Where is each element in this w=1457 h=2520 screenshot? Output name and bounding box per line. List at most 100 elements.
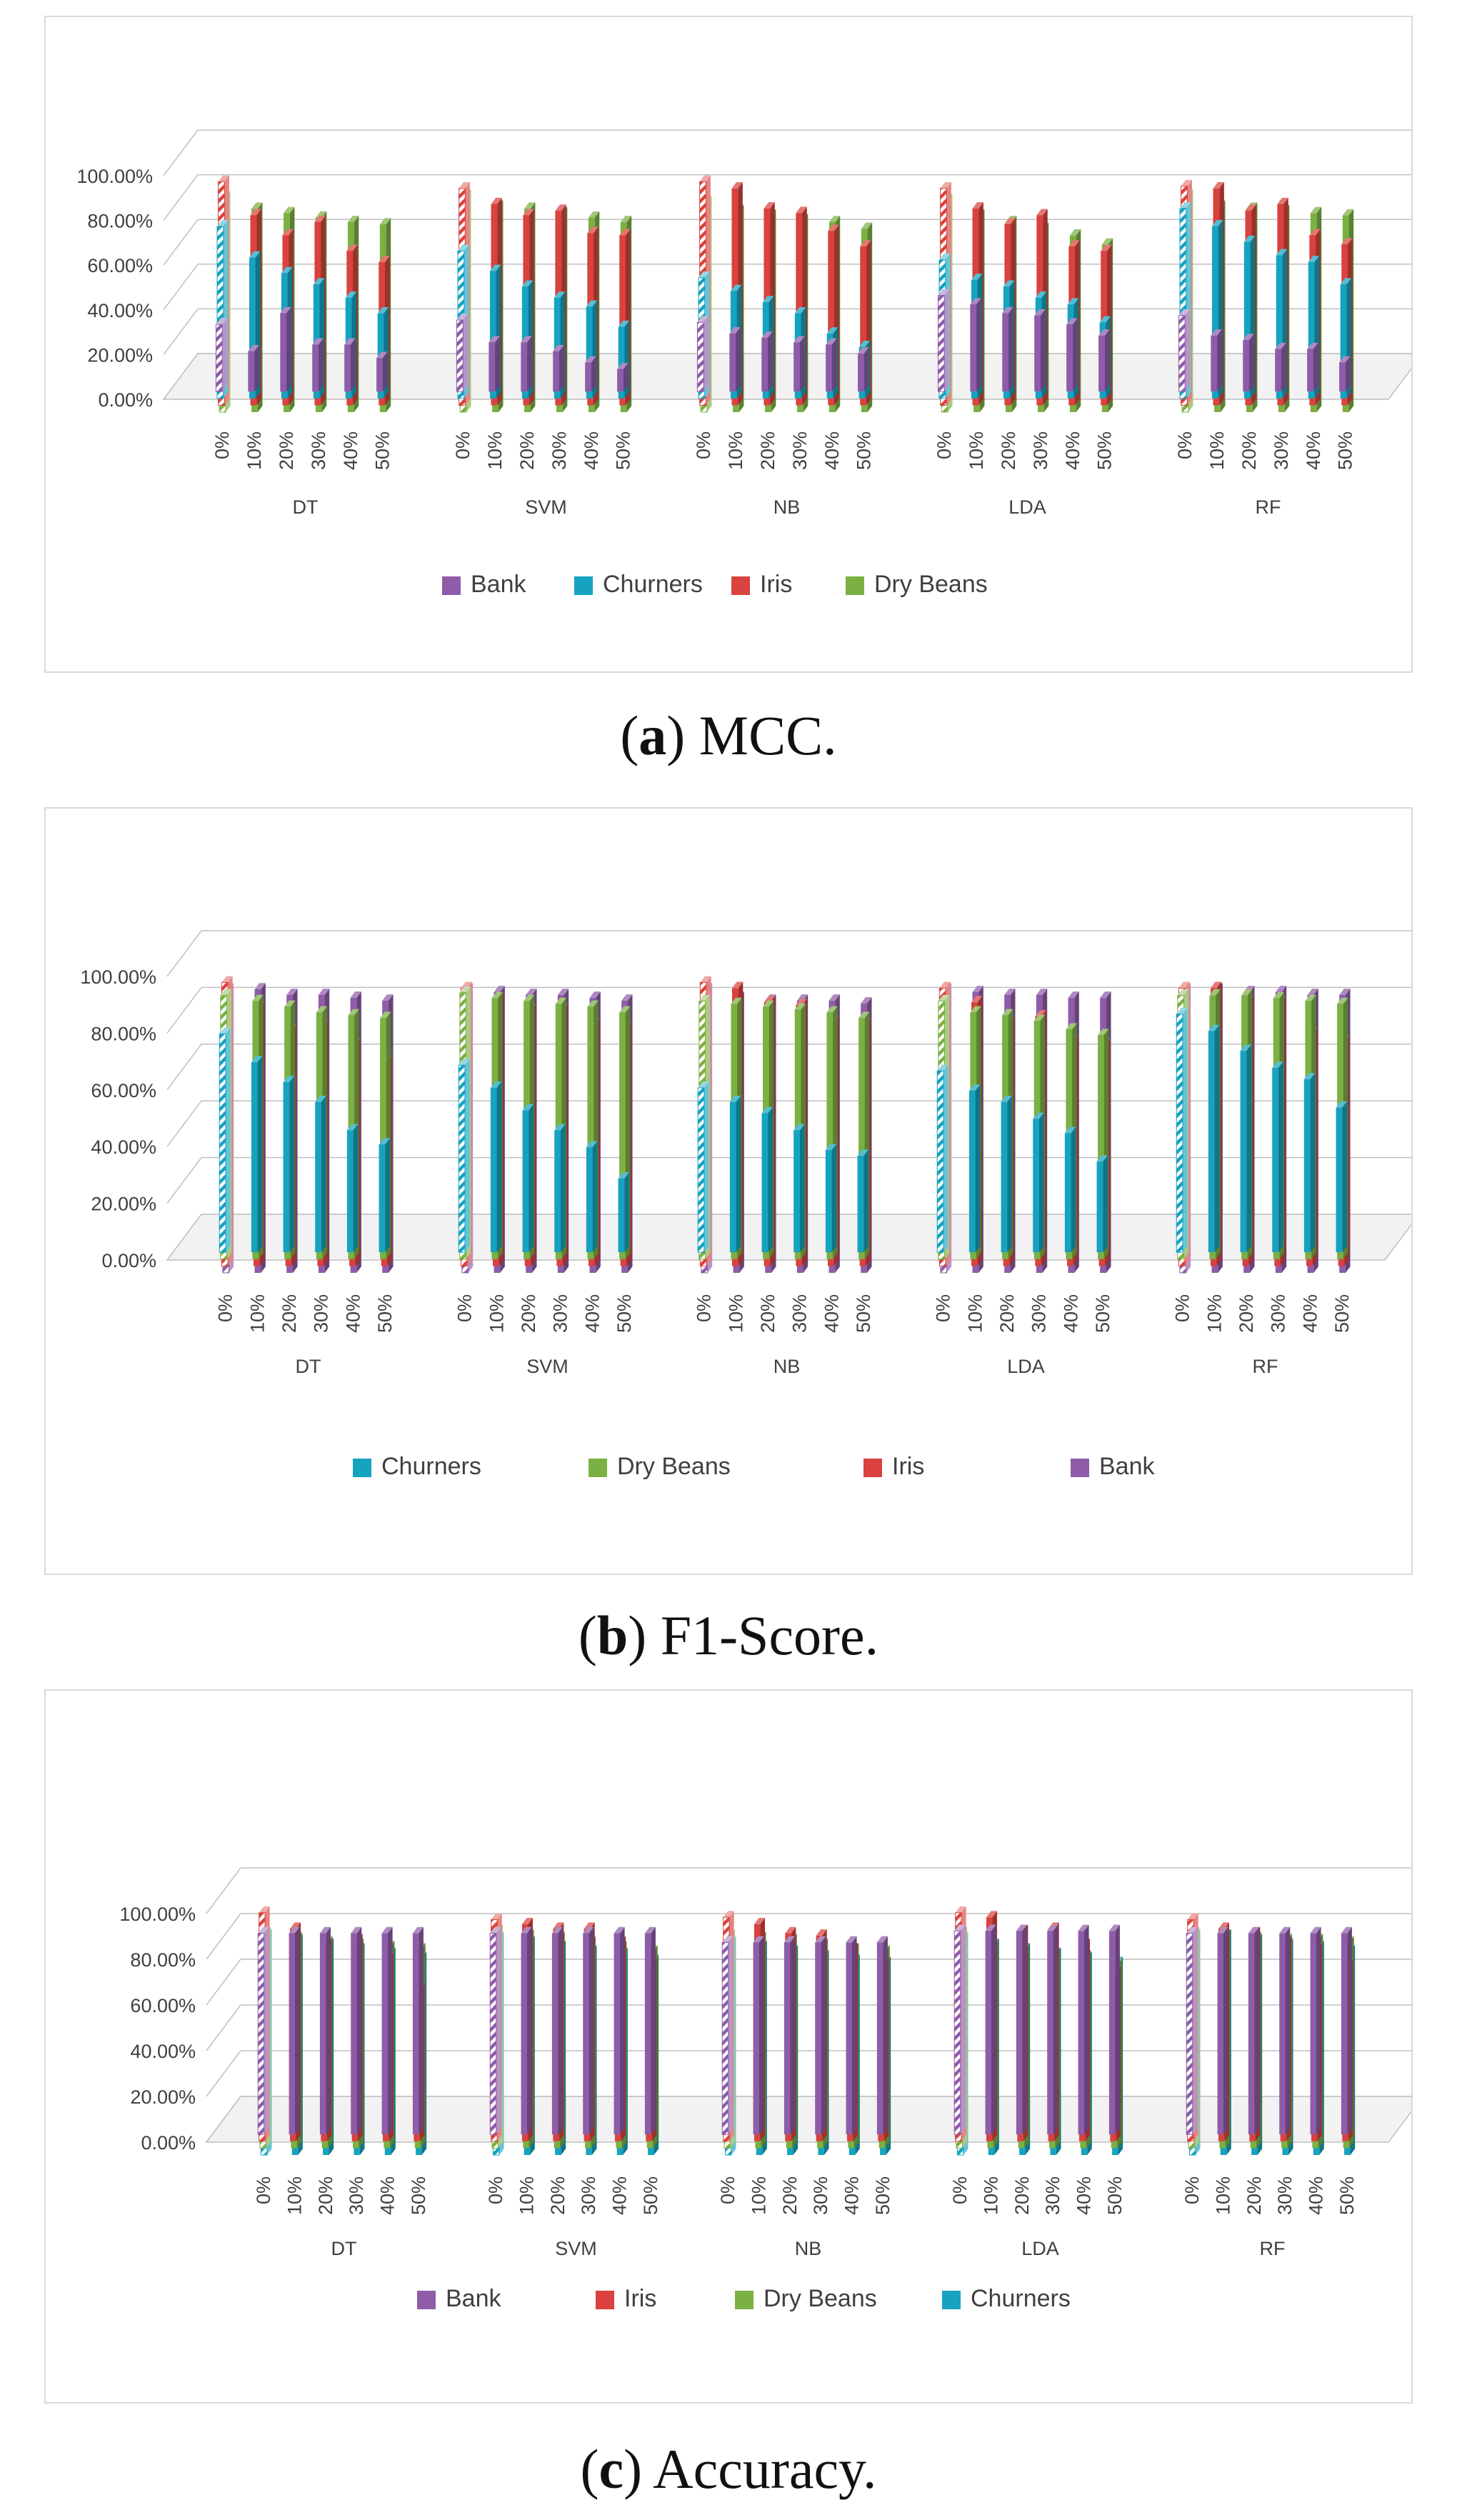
bar-bank-svm-50 (644, 1926, 656, 2135)
bar-bank-dt-30 (312, 338, 324, 392)
y-tick-label: 0.00% (101, 1250, 156, 1271)
legend-label-dry-beans: Dry Beans (763, 2285, 877, 2312)
bar-churners-svm-20 (522, 1104, 534, 1253)
bar-bank-nb-30 (815, 1936, 826, 2135)
bar-churners-nb-50 (857, 1149, 868, 1253)
x-tick-label: 40% (841, 2176, 862, 2215)
legend-label-iris: Iris (760, 571, 792, 598)
y-tick-label: 100.00% (80, 966, 156, 988)
bar-bank-svm-40 (614, 1926, 625, 2135)
accuracy-bars (257, 1906, 1356, 2156)
bar-bank-nb-20 (783, 1936, 795, 2135)
group-label-nb: NB (773, 1356, 801, 1377)
y-tick-label: 80.00% (130, 1949, 196, 1971)
bar-bank-lda-30 (1034, 309, 1046, 392)
x-tick-label: 40% (821, 431, 843, 470)
x-tick-label: 30% (789, 1294, 811, 1333)
x-tick-label: 30% (1274, 2176, 1296, 2215)
x-tick-label: 30% (810, 2176, 831, 2215)
x-tick-label: 0% (1174, 431, 1196, 459)
x-tick-label: 20% (547, 2176, 569, 2215)
x-tick-label: 10% (966, 431, 987, 470)
gridline-diag (166, 1044, 202, 1091)
bar-bank-rf-0 (1186, 1926, 1198, 2135)
bar-bank-rf-40 (1310, 1926, 1321, 2135)
accuracy-chart-panel: 0.00% 20.00% 40.00% 60.00% 80.00% 100.00% 0% 10… (44, 1689, 1413, 2404)
group-label-svm: SVM (555, 2238, 597, 2259)
x-tick-label: 20% (1236, 1294, 1257, 1333)
bar-churners-nb-10 (729, 1095, 741, 1253)
x-tick-label: 0% (693, 431, 714, 459)
bar-bank-nb-20 (761, 331, 773, 392)
accuracy-chart: 0.00% 20.00% 40.00% 60.00% 80.00% 100.00% 0% 10… (119, 1867, 1411, 2312)
bar-bank-dt-30 (351, 1926, 362, 2135)
x-tick-label: 30% (578, 2176, 599, 2215)
x-tick-label: 50% (408, 2176, 429, 2215)
bar-churners-rf-50 (1336, 1101, 1347, 1253)
y-tick-label: 60.00% (87, 255, 153, 276)
x-tick-label: 0% (949, 2176, 971, 2204)
bar-bank-lda-10 (985, 1924, 996, 2135)
x-tick-label: 20% (1243, 2176, 1265, 2215)
legend-swatch-churners (353, 1459, 371, 1477)
x-tick-label: 10% (725, 1294, 746, 1333)
bar-churners-lda-20 (1001, 1095, 1012, 1253)
bar-churners-rf-10 (1208, 1024, 1220, 1253)
f1-score-caption: (b) F1-Score. (578, 1604, 879, 1666)
x-tick-label: 30% (1030, 431, 1051, 470)
bar-churners-rf-20 (1240, 1044, 1251, 1253)
x-tick-label: 0% (1181, 2176, 1203, 2204)
x-tick-label: 40% (1060, 1294, 1081, 1333)
bar-bank-dt-50 (412, 1926, 424, 2135)
bar-churners-dt-0 (219, 1027, 231, 1253)
group-label-rf: RF (1260, 2238, 1286, 2259)
y-tick-label: 20.00% (87, 344, 153, 366)
legend-label-iris: Iris (624, 2285, 656, 2312)
mcc-caption: (a) MCC. (620, 704, 837, 766)
bar-bank-svm-20 (521, 336, 532, 392)
x-tick-label: 20% (276, 431, 297, 470)
legend-label-churners: Churners (603, 571, 703, 598)
x-tick-label: 0% (454, 1294, 476, 1322)
bar-bank-lda-50 (1098, 329, 1110, 392)
gridline-diag (163, 219, 199, 266)
bar-churners-svm-30 (554, 1124, 566, 1253)
y-tick-label: 60.00% (91, 1080, 156, 1101)
group-label-dt: DT (296, 1356, 321, 1377)
bar-bank-lda-10 (970, 298, 981, 392)
x-tick-label: 40% (1305, 2176, 1326, 2215)
bar-bank-dt-20 (319, 1926, 331, 2135)
bar-bank-nb-10 (729, 327, 741, 392)
x-tick-label: 10% (1206, 431, 1228, 470)
mcc-legend: Bank Churners Iris Dry Beans (442, 571, 988, 598)
bar-bank-dt-10 (248, 345, 259, 392)
bar-bank-svm-50 (617, 363, 629, 392)
bar-bank-nb-0 (696, 316, 709, 392)
x-tick-label: 0% (933, 1294, 954, 1322)
gridline-diag (206, 1959, 241, 2006)
x-tick-label: 50% (640, 2176, 661, 2215)
x-tick-label: 40% (342, 1294, 364, 1333)
legend-label-churners: Churners (381, 1453, 481, 1480)
x-tick-label: 0% (1172, 1294, 1193, 1322)
bar-bank-nb-40 (846, 1936, 857, 2135)
x-tick-label: 50% (1331, 1294, 1353, 1333)
x-tick-label: 0% (211, 431, 233, 459)
x-tick-label: 40% (1073, 2176, 1094, 2215)
legend-label-bank: Bank (471, 571, 526, 598)
x-tick-label: 20% (1011, 2176, 1033, 2215)
x-tick-label: 0% (717, 2176, 738, 2204)
mcc-chart: 0.00% 20.00% 40.00% 60.00% 80.00% 100.00% 0% 10… (76, 129, 1411, 598)
gridline-diag (206, 2004, 241, 2051)
group-label-dt: DT (293, 496, 319, 518)
y-tick-label: 0.00% (141, 2132, 196, 2154)
x-tick-label: 30% (550, 1294, 571, 1333)
mcc-chart-panel: 0.00% 20.00% 40.00% 60.00% 80.00% 100.00% 0% 10… (44, 16, 1413, 673)
bar-bank-dt-20 (280, 306, 291, 392)
legend-swatch-dry-beans (846, 576, 864, 595)
bar-bank-rf-0 (1178, 309, 1190, 392)
gridline-diag (206, 1913, 241, 1960)
x-tick-label: 10% (284, 2176, 305, 2215)
gridline-diag (166, 1100, 202, 1147)
f1-legend: Churners Dry Beans Iris Bank (353, 1453, 1155, 1480)
